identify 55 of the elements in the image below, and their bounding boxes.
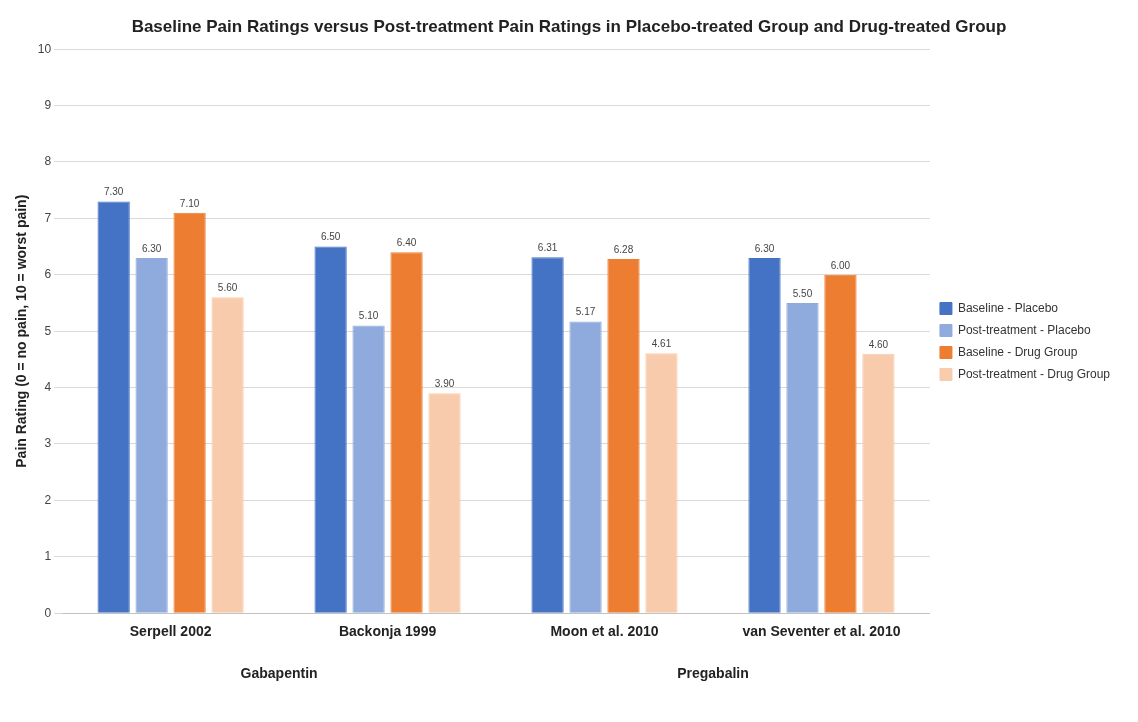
x-tick-label: Serpell 2002	[129, 623, 212, 640]
legend-label: Post-treatment - Drug Group	[957, 366, 1111, 381]
legend-label: Baseline - Drug Group	[957, 344, 1078, 359]
text: Gabapentin	[240, 664, 318, 681]
y-tick-label: 9	[44, 97, 52, 112]
y-tick-label: 4	[44, 379, 52, 394]
data-label: 7.30	[103, 186, 124, 198]
data-label: 3.90	[434, 377, 455, 389]
data-label: 6.30	[141, 242, 162, 254]
y-tick-label: 5	[44, 323, 52, 338]
x-tick-label: Moon et al. 2010	[550, 623, 659, 640]
bar	[390, 252, 423, 613]
bar	[135, 257, 168, 613]
bar	[607, 259, 640, 613]
y-tick-label: 6	[44, 267, 52, 282]
text: Pregabalin	[677, 664, 749, 681]
y-tick-label: 1	[44, 549, 52, 564]
data-label: 6.30	[754, 242, 775, 254]
bar	[211, 297, 244, 613]
bar	[786, 303, 819, 613]
bar	[862, 353, 895, 613]
legend-label: Post-treatment - Placebo	[957, 322, 1091, 337]
bar	[173, 212, 206, 613]
y-tick-label: 7	[44, 210, 52, 225]
data-label: 5.60	[217, 282, 238, 294]
data-label: 6.28	[613, 243, 634, 255]
bar	[748, 257, 781, 613]
y-tick-label: 0	[44, 605, 52, 620]
data-label: 6.40	[396, 236, 417, 248]
y-tick-label: 10	[37, 41, 52, 56]
bar	[428, 393, 461, 613]
y-tick-label: 2	[44, 492, 52, 507]
bar	[569, 321, 602, 613]
data-label: 4.61	[651, 337, 672, 349]
x-tick-label: van Seventer et al. 2010	[742, 623, 901, 640]
legend-label: Baseline - Placebo	[957, 300, 1059, 315]
data-label: 6.50	[320, 231, 341, 243]
data-label: 4.60	[868, 338, 889, 350]
y-tick-label: 8	[44, 154, 52, 169]
data-label: 5.10	[358, 310, 379, 322]
data-label: 5.50	[792, 287, 813, 299]
bar	[352, 325, 385, 613]
bar	[314, 246, 347, 613]
data-label: 6.00	[830, 259, 851, 271]
data-label: 7.10	[179, 197, 200, 209]
bar	[645, 353, 678, 613]
x-tick-label: Backonja 1999	[338, 623, 437, 640]
bar	[97, 201, 130, 613]
bar	[824, 274, 857, 613]
data-label: 5.17	[575, 306, 596, 318]
data-label: 6.31	[537, 242, 558, 254]
chart-title: Baseline Pain Ratings versus Post-treatment Pain Ratings in Placebo-treated Group and Drug-treated Group	[130, 16, 1008, 38]
y-tick-label: 3	[44, 436, 52, 451]
bar	[531, 257, 564, 613]
y-axis-title: Pain Rating (0 = no pain, 10 = worst pain)	[13, 194, 30, 468]
